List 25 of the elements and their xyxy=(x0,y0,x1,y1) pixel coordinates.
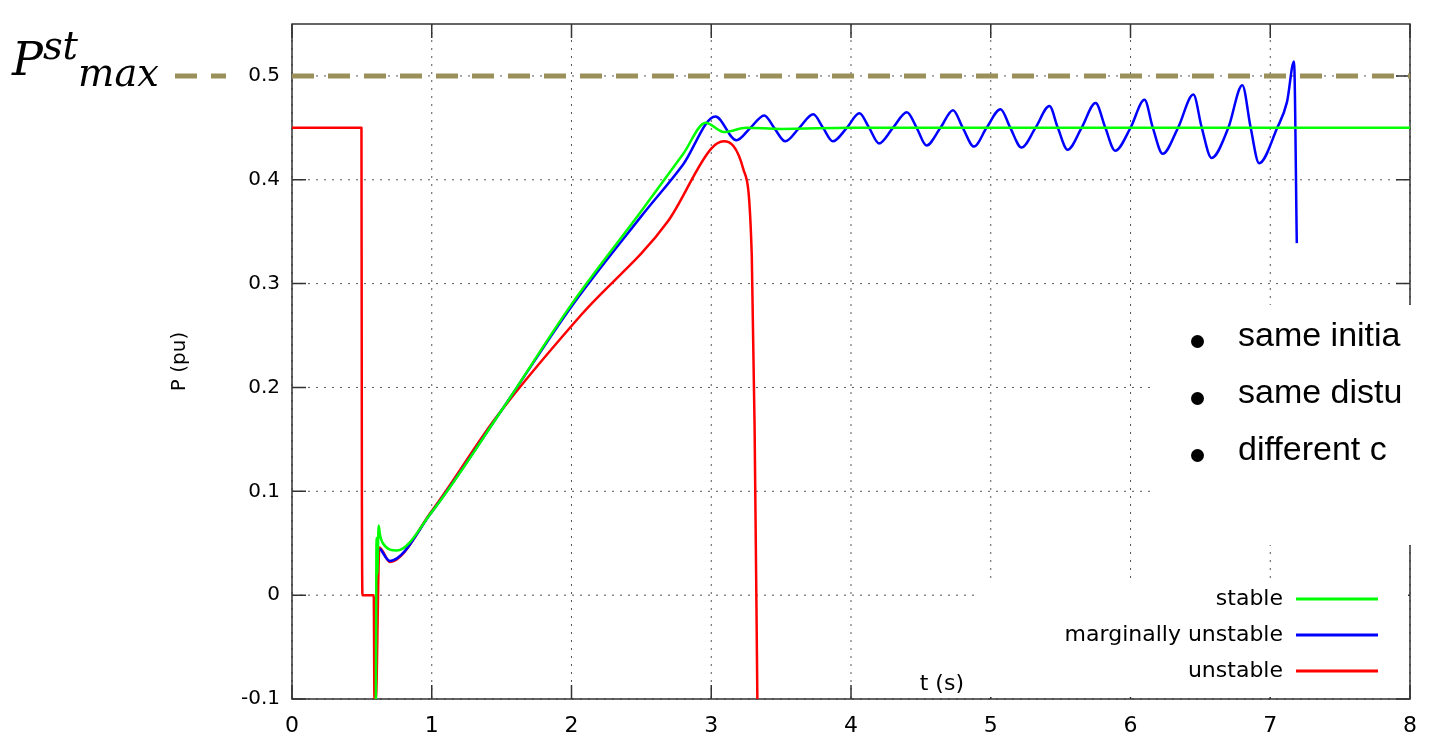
y-axis-title: P (pu) xyxy=(166,331,191,392)
x-tick-label: 3 xyxy=(704,711,719,737)
x-tick-label: 6 xyxy=(1123,711,1138,737)
x-tick-label: 4 xyxy=(844,711,858,737)
y-tick-label: -0.1 xyxy=(240,685,280,710)
x-axis-title: t (s) xyxy=(919,669,964,695)
annotation: different c xyxy=(1238,429,1387,468)
y-tick-label: 0 xyxy=(267,581,280,606)
x-tick-label: 7 xyxy=(1263,711,1278,737)
line-series xyxy=(374,121,1410,699)
x-tick-label: 1 xyxy=(424,711,439,737)
x-tick-label: 5 xyxy=(983,711,998,737)
legend-label: stable xyxy=(1215,584,1283,610)
y-tick-label: 0.4 xyxy=(248,165,280,190)
annotation: same initia xyxy=(1238,315,1401,354)
x-tick-label: 0 xyxy=(285,711,299,737)
legend-label: marginally unstable xyxy=(1064,620,1283,646)
legend-label: unstable xyxy=(1187,656,1283,682)
x-tick-label: 2 xyxy=(564,711,579,737)
y-tick-label: 0.5 xyxy=(248,62,280,87)
y-tick-label: 0.3 xyxy=(248,269,280,294)
y-tick-label: 0.2 xyxy=(248,373,280,398)
annotation: same distu xyxy=(1238,372,1403,411)
y-tick-label: 0.1 xyxy=(248,477,280,502)
x-tick-label: 8 xyxy=(1403,711,1417,737)
